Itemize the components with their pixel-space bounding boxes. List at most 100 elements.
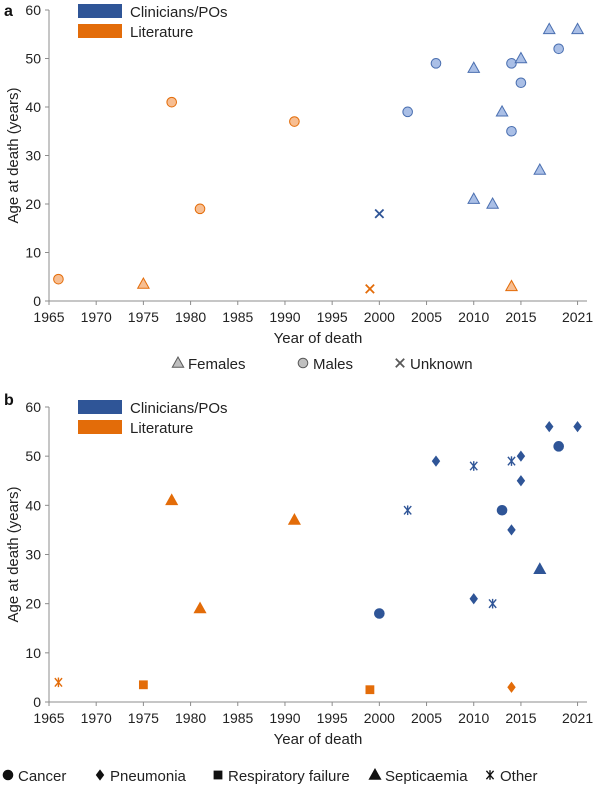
data-point: [430, 58, 442, 69]
data-point: [507, 681, 516, 693]
marker-legend-label: Other: [500, 768, 538, 785]
y-tick-label: 30: [25, 148, 41, 164]
legend-swatch-literature: [78, 420, 122, 434]
data-point: [514, 51, 528, 64]
x-tick-label: 1995: [317, 710, 348, 726]
data-point: [533, 562, 547, 574]
x-axis-title: Year of death: [274, 731, 363, 748]
data-point: [431, 455, 441, 467]
data-point: [506, 58, 517, 69]
legend-label: Clinicians/POs: [130, 4, 228, 21]
y-tick-label: 30: [25, 547, 41, 563]
x-tick-label: 1970: [81, 710, 112, 726]
data-point: [488, 598, 497, 609]
y-axis-title: Age at death (years): [5, 88, 22, 224]
data-point: [374, 208, 385, 219]
data-point: [194, 203, 206, 215]
x-tick-label: 1980: [175, 309, 206, 325]
x-tick-label: 1975: [128, 309, 159, 325]
y-tick-label: 20: [25, 596, 41, 612]
data-point: [553, 43, 564, 55]
marker-legend-label: Pneumonia: [110, 768, 187, 785]
marker-legend-label: Males: [313, 356, 353, 373]
x-tick-label: 1965: [33, 309, 64, 325]
chart-panel-b: b 0 10 20 30 40 50 60 1965 1970 1975 1980 1985 1990 19…: [2, 392, 593, 785]
data-point: [542, 22, 556, 35]
data-point: [467, 61, 481, 73]
data-point: [53, 273, 64, 285]
marker-legend-symbol: [395, 358, 405, 368]
data-point: [193, 601, 207, 614]
data-point: [515, 77, 527, 89]
y-tick-label: 40: [25, 99, 41, 115]
marker-legend-symbol: [2, 769, 14, 781]
y-axis-title: Age at death (years): [5, 487, 22, 623]
y-tick-label: 0: [33, 293, 41, 309]
panel-label: b: [4, 392, 14, 409]
data-point: [287, 513, 301, 525]
data-point: [504, 279, 519, 292]
x-tick-label: 2000: [364, 309, 395, 325]
data-point: [289, 116, 300, 127]
marker-legend-symbol: [213, 770, 223, 780]
data-point: [402, 106, 413, 118]
x-tick-label: 2010: [458, 710, 489, 726]
x-tick-label: 1985: [222, 309, 253, 325]
data-point: [469, 461, 478, 471]
data-point: [166, 96, 178, 108]
x-tick-label: 1965: [33, 710, 64, 726]
x-tick-label: 1990: [269, 710, 300, 726]
x-tick-label: 1970: [81, 309, 112, 325]
data-point: [516, 475, 526, 487]
x-tick-label: 2015: [505, 710, 536, 726]
y-tick-label: 60: [25, 399, 41, 415]
y-tick-label: 10: [25, 645, 41, 661]
data-point: [138, 680, 148, 690]
marker-legend-label: Cancer: [18, 768, 66, 785]
data-point: [365, 284, 375, 294]
y-tick-label: 20: [25, 196, 41, 212]
data-point: [516, 450, 526, 462]
marker-legend-symbol: [95, 769, 105, 781]
data-point: [54, 677, 63, 688]
legend-label: Literature: [130, 24, 193, 41]
x-tick-label: 2010: [458, 309, 489, 325]
marker-legend-symbol: [297, 357, 309, 369]
data-point: [571, 22, 585, 35]
x-tick-label: 2000: [364, 710, 395, 726]
data-point: [553, 441, 564, 452]
marker-legend-symbol: [485, 770, 495, 780]
data-point: [365, 685, 375, 695]
y-tick-label: 50: [25, 448, 41, 464]
x-axis-title: Year of death: [274, 330, 363, 347]
legend-swatch-literature: [78, 24, 122, 38]
data-point: [573, 421, 582, 433]
marker-legend-label: Septicaemia: [385, 768, 468, 785]
data-point: [403, 505, 412, 516]
marker-legend-label: Respiratory failure: [228, 768, 350, 785]
y-tick-label: 10: [25, 245, 41, 261]
data-point: [486, 196, 500, 209]
x-tick-label: 1995: [317, 309, 348, 325]
data-point: [533, 163, 547, 175]
data-point: [506, 125, 517, 137]
data-point: [507, 524, 516, 536]
data-point: [495, 104, 509, 117]
y-tick-label: 40: [25, 497, 41, 513]
data-point: [545, 421, 554, 433]
legend-label: Clinicians/POs: [130, 400, 228, 417]
legend-swatch-clinicians: [78, 4, 122, 18]
x-tick-label: 1980: [175, 710, 206, 726]
x-tick-label: 2021: [562, 710, 593, 726]
marker-legend-label: Unknown: [410, 356, 473, 373]
data-point: [467, 192, 481, 204]
y-tick-label: 0: [33, 694, 41, 710]
data-point: [496, 504, 508, 516]
data-point: [507, 456, 516, 466]
x-tick-label: 1975: [128, 710, 159, 726]
y-tick-label: 50: [25, 51, 41, 67]
legend-label: Literature: [130, 420, 193, 437]
legend-swatch-clinicians: [78, 400, 122, 414]
chart-panel-a: a 0 10 20 30 40 50 60 1965 1970 1975 1980 1985 1990 19…: [4, 2, 593, 373]
